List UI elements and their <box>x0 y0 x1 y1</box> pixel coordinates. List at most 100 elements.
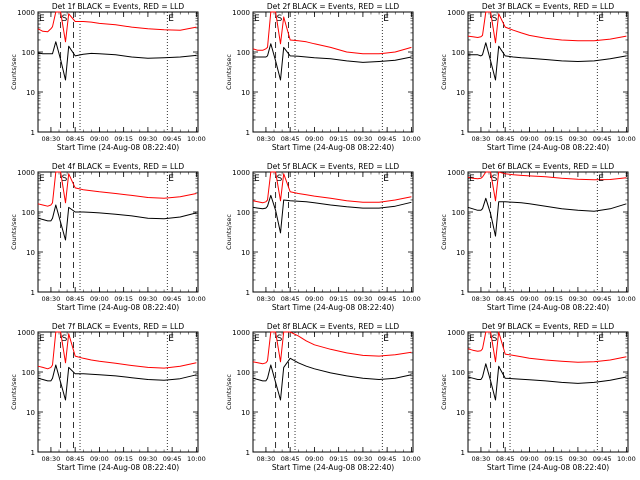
event-marker-label: E <box>598 174 604 184</box>
panel-title: Det 9f BLACK = Events, RED = LLD <box>482 322 615 331</box>
plot-frame <box>37 331 199 453</box>
y-tick-label: 100 <box>452 49 465 57</box>
events-series-line <box>467 197 627 237</box>
plot-frame <box>37 11 199 133</box>
lld-series-line <box>252 171 412 204</box>
y-tick-label: 1 <box>461 449 465 457</box>
y-axis-label: Counts/sec <box>10 374 18 410</box>
x-tick-label: 09:30 <box>354 455 373 463</box>
y-tick-label: 10 <box>26 89 35 97</box>
x-tick-label: 10:00 <box>617 295 636 303</box>
event-marker-label: S <box>277 174 283 184</box>
event-marker-label: E <box>469 14 475 24</box>
y-tick-label: 100 <box>237 369 250 377</box>
lld-series-line <box>37 331 197 370</box>
y-tick-label: 1 <box>246 449 250 457</box>
x-tick-label: 09:15 <box>329 455 348 463</box>
event-marker-label: E <box>469 334 475 344</box>
panel-title: Det 6f BLACK = Events, RED = LLD <box>482 162 615 171</box>
x-tick-label: 10:00 <box>402 295 421 303</box>
y-tick-label: 1000 <box>447 329 465 337</box>
x-tick-label: 08:45 <box>66 455 85 463</box>
panel-9: Det 9f BLACK = Events, RED = LLD 1 10 100 10… <box>440 322 636 472</box>
event-marker-label: E <box>383 14 389 24</box>
x-tick-label: 09:00 <box>90 135 109 143</box>
event-marker-label: S <box>62 174 68 184</box>
lld-series-line <box>467 11 627 44</box>
x-axis-label: Start Time (24-Aug-08 08:22:40) <box>272 143 394 152</box>
x-tick-label: 08:30 <box>42 135 61 143</box>
event-marker-label: S <box>492 174 498 184</box>
plot-frame <box>252 331 414 453</box>
panel-title: Det 3f BLACK = Events, RED = LLD <box>482 2 615 11</box>
x-tick-label: 08:30 <box>257 295 276 303</box>
y-axis-label: Counts/sec <box>440 214 448 250</box>
y-tick-label: 10 <box>241 249 250 257</box>
x-tick-label: 09:15 <box>544 135 563 143</box>
x-tick-label: 09:30 <box>139 135 158 143</box>
panel-title: Det 8f BLACK = Events, RED = LLD <box>267 322 400 331</box>
x-tick-label: 09:30 <box>139 295 158 303</box>
y-tick-label: 10 <box>456 89 465 97</box>
x-axis-label: Start Time (24-Aug-08 08:22:40) <box>272 303 394 312</box>
x-axis-label: Start Time (24-Aug-08 08:22:40) <box>57 463 179 472</box>
x-tick-label: 08:45 <box>496 295 515 303</box>
event-marker-label: S <box>62 14 68 24</box>
y-axis-label: Counts/sec <box>225 374 233 410</box>
event-marker-label: E <box>383 174 389 184</box>
events-series-line <box>252 194 412 234</box>
event-marker-label: E <box>39 334 45 344</box>
panel-7: Det 7f BLACK = Events, RED = LLD 1 10 100 10… <box>10 322 206 472</box>
x-tick-label: 09:45 <box>163 135 182 143</box>
events-series-line <box>468 42 627 81</box>
plot-frame <box>252 171 414 293</box>
x-tick-label: 09:15 <box>114 135 133 143</box>
events-series-line <box>253 43 412 81</box>
x-tick-label: 09:30 <box>354 135 373 143</box>
y-tick-label: 100 <box>22 369 35 377</box>
lld-series-line <box>252 11 412 55</box>
x-tick-label: 09:15 <box>329 295 348 303</box>
x-tick-label: 09:00 <box>520 295 539 303</box>
x-tick-label: 08:45 <box>496 135 515 143</box>
panel-title: Det 2f BLACK = Events, RED = LLD <box>267 2 400 11</box>
y-tick-label: 1 <box>31 289 35 297</box>
x-tick-label: 10:00 <box>187 135 206 143</box>
panel-title: Det 5f BLACK = Events, RED = LLD <box>267 162 400 171</box>
x-tick-label: 08:30 <box>42 455 61 463</box>
y-tick-label: 1 <box>461 289 465 297</box>
event-marker-label: E <box>39 14 45 24</box>
x-tick-label: 10:00 <box>402 455 421 463</box>
x-tick-label: 09:00 <box>305 295 324 303</box>
event-marker-label: E <box>168 14 174 24</box>
event-marker-label: S <box>62 334 68 344</box>
plot-frame <box>37 171 199 293</box>
event-marker-label: S <box>492 14 498 24</box>
y-tick-label: 10 <box>456 409 465 417</box>
x-axis-label: Start Time (24-Aug-08 08:22:40) <box>272 463 394 472</box>
y-tick-label: 1000 <box>447 9 465 17</box>
x-tick-label: 09:15 <box>329 135 348 143</box>
y-axis-label: Counts/sec <box>10 54 18 90</box>
lld-series-line <box>37 11 197 43</box>
x-tick-label: 08:30 <box>42 295 61 303</box>
events-series-line <box>37 41 197 81</box>
y-axis-label: Counts/sec <box>225 54 233 90</box>
x-tick-label: 08:45 <box>496 455 515 463</box>
y-tick-label: 100 <box>452 209 465 217</box>
event-marker-label: E <box>168 174 174 184</box>
event-marker-label: E <box>469 174 475 184</box>
y-tick-label: 100 <box>22 49 35 57</box>
x-tick-label: 09:00 <box>90 455 109 463</box>
event-marker-label: S <box>277 14 283 24</box>
x-tick-label: 08:30 <box>257 135 276 143</box>
panel-title: Det 4f BLACK = Events, RED = LLD <box>52 162 185 171</box>
x-tick-label: 10:00 <box>617 455 636 463</box>
x-tick-label: 08:30 <box>257 455 276 463</box>
y-tick-label: 100 <box>237 49 250 57</box>
x-tick-label: 08:45 <box>281 455 300 463</box>
y-axis-label: Counts/sec <box>440 54 448 90</box>
x-tick-label: 09:00 <box>520 135 539 143</box>
y-tick-label: 1000 <box>232 329 250 337</box>
